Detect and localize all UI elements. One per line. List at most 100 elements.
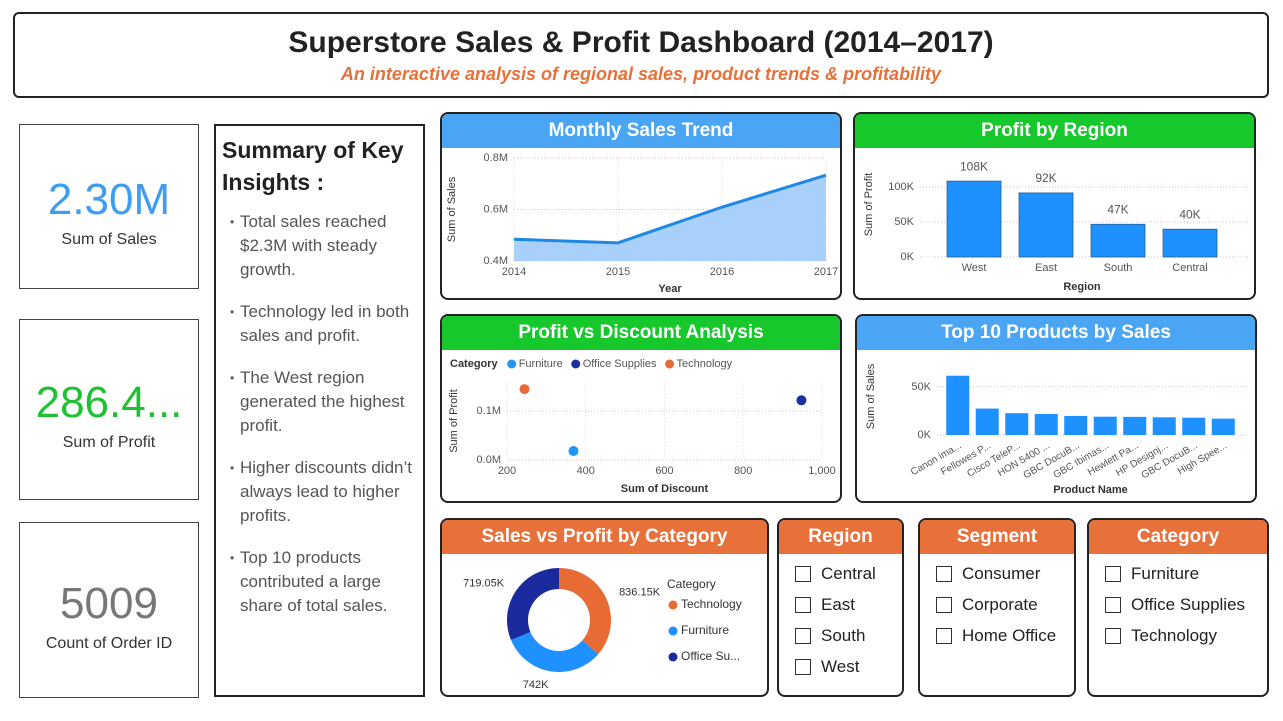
legend-label: Technology — [677, 358, 733, 370]
checkbox[interactable] — [795, 565, 811, 582]
bar — [1211, 418, 1235, 435]
slicer-item: West — [795, 655, 902, 678]
slicer-title: Segment — [920, 520, 1074, 554]
y-axis-title: Sum of Sales — [446, 176, 458, 242]
x-tick-label: East — [1035, 262, 1057, 274]
chart-panel: Profit vs Discount Analysis 0.0M 0.1M 200 4… — [440, 314, 842, 503]
slicer-label: Technology — [1131, 625, 1218, 645]
chart-title: Profit by Region — [855, 114, 1254, 148]
insight: Top 10 products contributed a large shar… — [230, 546, 417, 618]
slicer-item: Technology — [1105, 624, 1267, 647]
bar — [1123, 416, 1147, 435]
kpi-value: 5009 — [60, 579, 158, 628]
legend-swatch — [507, 359, 517, 369]
legend-label: Technology — [681, 597, 742, 611]
y-tick-label: 50K — [911, 381, 931, 393]
y-axis-title: Sum of Profit — [863, 173, 875, 237]
kpi-card: 5009 Count of Order ID — [19, 522, 199, 698]
y-tick-label: 50K — [894, 216, 914, 228]
title: Superstore Sales & Profit Dashboard (201… — [288, 26, 994, 59]
chart-title: Sales vs Profit by Category — [442, 520, 767, 554]
y-tick-label: 0.1M — [477, 405, 501, 417]
chart-title: Profit vs Discount Analysis — [442, 316, 840, 350]
checkbox[interactable] — [936, 565, 952, 582]
legend-swatch — [668, 626, 678, 636]
slicer-label: Consumer — [962, 563, 1041, 583]
bar — [1018, 192, 1074, 258]
kpi-value: 2.30M — [47, 175, 171, 224]
y-axis-title: Sum of Profit — [448, 389, 460, 453]
checkbox[interactable] — [795, 658, 811, 675]
x-axis-title: Product Name — [1053, 484, 1128, 496]
checkbox[interactable] — [1105, 627, 1121, 644]
slicer-item: Consumer — [936, 562, 1074, 585]
y-tick-label: 0.6M — [484, 203, 508, 215]
y-tick-label: 0.4M — [484, 255, 508, 267]
x-axis-title: Region — [1063, 281, 1101, 293]
x-axis-title: Sum of Discount — [621, 483, 709, 495]
bar — [1034, 413, 1058, 435]
checkbox[interactable] — [936, 596, 952, 613]
kpi-label: Sum of Sales — [61, 231, 157, 248]
chart: 0.0M 0.1M 200 400 600 800 1,000 Category Furnitu… — [448, 358, 836, 495]
bar — [1093, 416, 1117, 435]
summary: Summary of Key Insights : Total sales re… — [214, 124, 425, 697]
checkbox[interactable] — [795, 627, 811, 644]
kpi-label: Count of Order ID — [45, 635, 173, 652]
kpi-card: 286.4... Sum of Profit — [19, 319, 199, 500]
checkbox[interactable] — [1105, 565, 1121, 582]
bar — [1090, 223, 1146, 258]
point — [796, 395, 807, 406]
slicer-label: South — [821, 625, 866, 645]
x-tick-label: 600 — [655, 465, 673, 477]
data-label: 742K — [523, 679, 549, 691]
slicer-title: Region — [779, 520, 902, 554]
bar — [1152, 417, 1176, 435]
insight: The West region generated the highest pr… — [230, 366, 417, 438]
x-tick-label: 1,000 — [808, 465, 836, 477]
checkbox[interactable] — [795, 596, 811, 613]
kpi-card: 2.30M Sum of Sales — [19, 124, 199, 289]
checkbox[interactable] — [936, 627, 952, 644]
donut-slice — [559, 568, 611, 655]
legend-title: Category — [450, 358, 499, 370]
y-tick-label: 0K — [918, 429, 932, 441]
x-tick-label: Central — [1172, 262, 1207, 274]
legend-swatch — [571, 359, 581, 369]
bar — [1162, 228, 1218, 258]
chart: 0.4M 0.6M 0.8M 2014 2015 2016 2017 Year Sum of S… — [446, 152, 838, 295]
x-tick-label: 2017 — [814, 266, 838, 278]
checkbox[interactable] — [1105, 596, 1121, 613]
y-axis-title: Sum of Sales — [865, 363, 877, 429]
slicer: Region Central East South West — [777, 518, 904, 697]
kpi-label: Sum of Profit — [62, 434, 156, 451]
slicer-item: East — [795, 593, 902, 616]
slicer-label: East — [821, 594, 856, 614]
x-tick-label: 400 — [577, 465, 595, 477]
legend-label: Furniture — [681, 623, 729, 637]
point — [519, 384, 530, 395]
bar — [946, 375, 970, 435]
donut-slice — [511, 631, 599, 672]
legend-swatch — [668, 652, 678, 662]
y-tick-label: 100K — [888, 181, 914, 193]
x-tick-label: 200 — [498, 465, 516, 477]
slicer-item: South — [795, 624, 902, 647]
slicer: Category Furniture Office Supplies Technolo… — [1087, 518, 1269, 697]
y-tick-label: 0K — [901, 251, 915, 263]
legend-label: Office Supplies — [583, 358, 657, 370]
bar — [1005, 413, 1029, 435]
bar — [975, 408, 999, 435]
slicer-item: Furniture — [1105, 562, 1267, 585]
chart-title: Monthly Sales Trend — [442, 114, 840, 148]
legend-label: Furniture — [519, 358, 563, 370]
insight: Higher discounts didn’t always lead to h… — [230, 456, 417, 528]
data-label: 47K — [1107, 202, 1128, 216]
summary-title: Summary of Key Insights : — [222, 137, 404, 195]
y-tick-label: 0.0M — [477, 454, 501, 466]
area — [514, 175, 826, 261]
point — [568, 446, 579, 457]
kpi-value: 286.4... — [35, 378, 183, 427]
slicer-item: Home Office — [936, 624, 1074, 647]
